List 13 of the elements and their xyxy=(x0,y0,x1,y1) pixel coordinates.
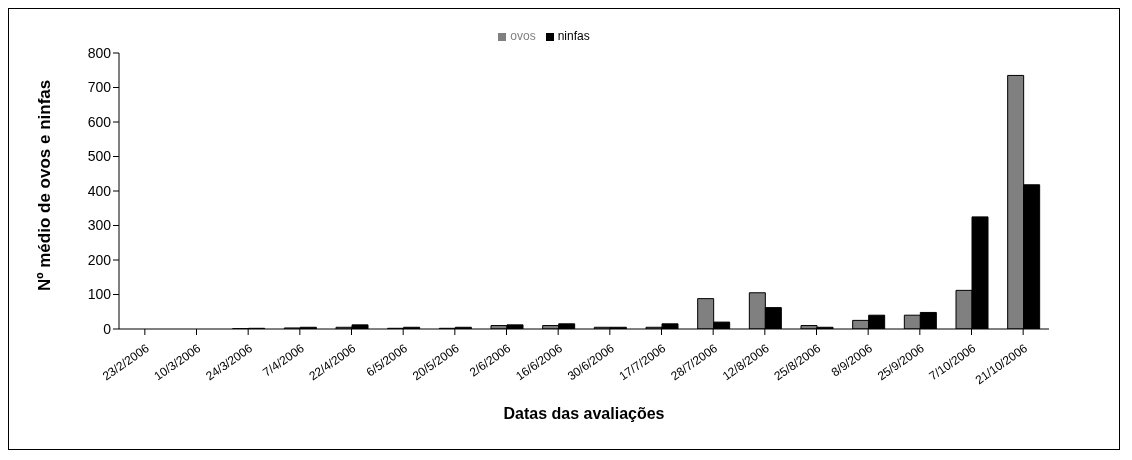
y-tick-label: 500 xyxy=(87,148,112,165)
y-tick-label: 600 xyxy=(87,113,112,130)
y-tick-label: 0 xyxy=(103,320,112,337)
y-axis-title: Nº médio de ovos e ninfas xyxy=(35,79,55,291)
x-axis-title: Datas das avaliações xyxy=(503,405,665,422)
y-tick-label: 200 xyxy=(87,251,112,268)
y-tick-label: 400 xyxy=(87,182,112,199)
legend-label: ninfas xyxy=(557,29,590,43)
y-tick-label: 700 xyxy=(87,79,112,96)
y-tick-label: 300 xyxy=(87,217,112,234)
y-tick-label: 800 xyxy=(87,44,112,61)
legend-label: ovos xyxy=(510,29,536,43)
y-tick-label: 100 xyxy=(87,286,112,303)
